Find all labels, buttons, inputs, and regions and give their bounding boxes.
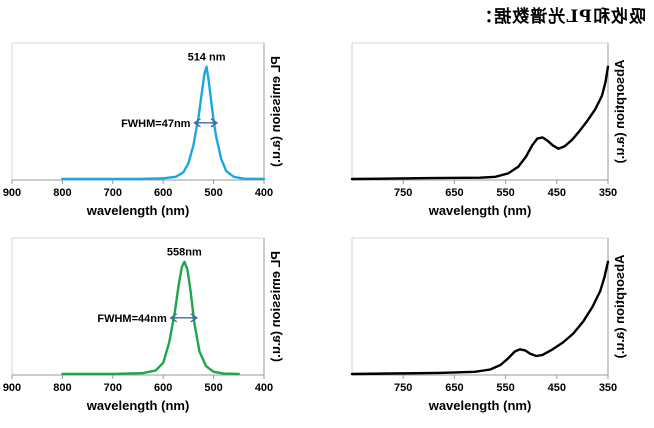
chart-bottom-right: 350 450 550 650 750 wavelength (nm) Absorption… [350, 237, 627, 413]
x-tick-label: 450 [548, 382, 566, 394]
x-tick-label: 400 [255, 187, 273, 199]
series-line [61, 260, 240, 376]
fwhm-arrow-head [169, 313, 178, 323]
series-line [61, 65, 266, 181]
chart-top-left: 400 500 600 700 800 900 wavelength (nm) PL emis… [3, 42, 283, 218]
x-tick-label: 550 [496, 382, 514, 394]
series-line [350, 65, 610, 181]
x-tick-label: 750 [394, 187, 412, 199]
x-axis-title: wavelength (nm) [86, 398, 190, 413]
fwhm-arrow-head [190, 313, 199, 323]
y-axis-title: Absorption (a.u.) [612, 60, 627, 164]
chart-top-right: 350 450 550 650 750 wavelength (nm) Absorption… [350, 42, 627, 218]
x-tick-label: 350 [599, 187, 617, 199]
x-tick-label: 400 [255, 382, 273, 394]
peak-label: 514 nm [188, 52, 226, 64]
x-axis-title: wavelength (nm) [428, 203, 532, 218]
x-tick-label: 900 [3, 187, 21, 199]
x-tick-label: 750 [394, 382, 412, 394]
charts-layer: 400 500 600 700 800 900 wavelength (nm) PL emis… [3, 42, 627, 413]
x-tick-label: 700 [104, 382, 122, 394]
page-heading: 吸收和PL光谱数据： [475, 6, 646, 27]
chart-bottom-left: 400 500 600 700 800 900 wavelength (nm) PL emis… [3, 237, 283, 413]
x-tick-label: 450 [548, 187, 566, 199]
x-tick-label: 800 [53, 187, 71, 199]
y-axis-title: PL emission (a.u.) [268, 251, 283, 362]
fwhm-arrow-head [193, 118, 201, 128]
x-tick-label: 600 [154, 187, 172, 199]
x-tick-label: 600 [154, 382, 172, 394]
x-tick-label: 500 [204, 187, 222, 199]
series-line [350, 260, 610, 376]
x-tick-label: 650 [445, 382, 463, 394]
fwhm-label: FWHM=47nm [121, 118, 191, 130]
x-tick-label: 500 [204, 382, 222, 394]
x-tick-label: 900 [3, 382, 21, 394]
fwhm-arrow-head [210, 118, 219, 128]
x-tick-label: 650 [445, 187, 463, 199]
x-axis-title: wavelength (nm) [428, 398, 532, 413]
y-axis-title: PL emission (a.u.) [268, 56, 283, 167]
x-tick-label: 700 [104, 187, 122, 199]
fwhm-label: FWHM=44nm [97, 313, 167, 325]
x-tick-label: 350 [599, 382, 617, 394]
x-tick-label: 550 [496, 187, 514, 199]
x-axis-title: wavelength (nm) [86, 203, 190, 218]
peak-label: 558nm [167, 247, 202, 259]
y-axis-title: Absorption (a.u.) [612, 255, 627, 359]
x-tick-label: 800 [53, 382, 71, 394]
